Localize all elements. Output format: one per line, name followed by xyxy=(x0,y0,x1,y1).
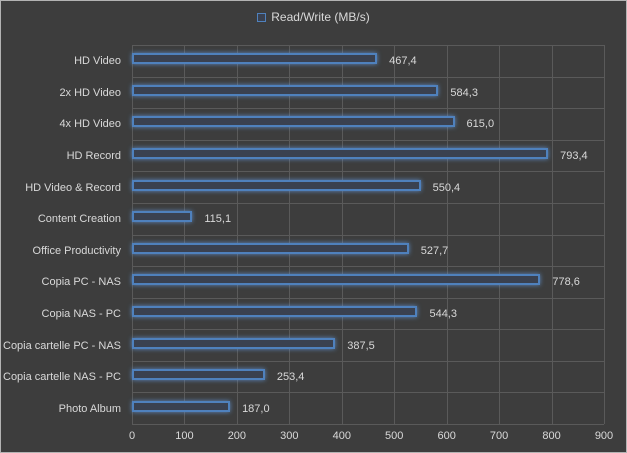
gridline-horizontal xyxy=(132,361,604,362)
category-label-copia-cartelle-nas-pc: Copia cartelle NAS - PC xyxy=(3,371,121,384)
gridline-horizontal xyxy=(132,424,604,425)
bar-hd-video xyxy=(132,53,378,65)
gridline-horizontal xyxy=(132,329,604,330)
category-label-hd-video: HD Video xyxy=(74,55,121,68)
plot-area: 467,4 584,3 615,0 793,4 550,4 115,1 527,7 778,6… xyxy=(132,45,605,425)
bar-4x-hd-video xyxy=(132,116,455,128)
gridline-horizontal xyxy=(132,266,604,267)
legend-swatch-icon xyxy=(257,12,267,22)
bar-hd-video-record xyxy=(132,179,421,191)
x-tick-label-800: 800 xyxy=(542,430,561,442)
bar-value-label: 253,4 xyxy=(276,371,305,384)
category-label-4x-hd-video: 4x HD Video xyxy=(59,118,121,131)
x-tick-label-700: 700 xyxy=(489,430,509,442)
gridline-horizontal xyxy=(132,203,604,204)
bar-value-label: 467,4 xyxy=(389,55,417,68)
gridline-horizontal xyxy=(132,298,604,299)
x-tick-label-200: 200 xyxy=(227,430,247,442)
bar-value-label: 793,4 xyxy=(560,150,588,163)
x-tick-label-100: 100 xyxy=(175,430,194,442)
category-label-copia-nas-pc: Copia NAS - PC xyxy=(41,307,121,320)
x-tick-label-400: 400 xyxy=(332,430,351,442)
gridline-horizontal xyxy=(132,171,604,172)
gridline-horizontal xyxy=(132,108,604,109)
gridline-horizontal xyxy=(132,235,604,236)
bar-value-label: 527,7 xyxy=(420,244,449,257)
bar-office-productivity xyxy=(132,242,409,254)
bar-copia-cartelle-nas-pc xyxy=(132,369,265,381)
category-label-content-creation: Content Creation xyxy=(37,213,121,226)
x-tick-label-900: 900 xyxy=(594,430,614,442)
gridline-vertical xyxy=(604,45,605,424)
bar-copia-pc-nas xyxy=(132,274,541,286)
bar-value-label: 387,5 xyxy=(347,339,375,352)
category-label-2x-hd-video: 2x HD Video xyxy=(59,86,121,99)
bar-content-creation xyxy=(132,211,193,223)
category-label-hd-record: HD Record xyxy=(66,150,121,163)
gridline-vertical xyxy=(132,45,133,424)
gridline-vertical xyxy=(551,45,553,424)
x-tick-label-600: 600 xyxy=(437,430,456,442)
legend: Read/Write (MB/s) xyxy=(1,10,626,24)
x-tick-label-0: 0 xyxy=(128,430,136,442)
gridline-vertical xyxy=(289,45,291,424)
bar-copia-cartelle-pc-nas xyxy=(132,337,336,349)
bar-value-label: 550,4 xyxy=(432,181,461,194)
bar-value-label: 584,3 xyxy=(450,86,478,99)
gridline-horizontal xyxy=(132,392,604,393)
bar-value-label: 778,6 xyxy=(552,276,580,289)
category-label-hd-video-record: HD Video & Record xyxy=(25,181,121,194)
bar-value-label: 615,0 xyxy=(466,118,495,131)
gridline-vertical xyxy=(184,45,186,424)
bar-value-label: 115,1 xyxy=(204,213,232,226)
category-label-photo-album: Photo Album xyxy=(58,402,121,415)
bar-hd-record xyxy=(132,148,549,160)
bar-2x-hd-video xyxy=(132,84,439,96)
x-tick-label-300: 300 xyxy=(280,430,299,442)
x-tick-label-500: 500 xyxy=(385,430,404,442)
bar-value-label: 187,0 xyxy=(242,402,270,415)
gridline-vertical xyxy=(394,45,396,424)
gridline-horizontal xyxy=(132,140,604,141)
bar-photo-album xyxy=(132,400,231,412)
gridline-horizontal xyxy=(132,77,604,78)
legend-label: Read/Write (MB/s) xyxy=(271,10,370,24)
bar-copia-nas-pc xyxy=(132,305,418,317)
category-label-office-productivity: Office Productivity xyxy=(32,244,121,257)
category-label-copia-pc-nas: Copia PC - NAS xyxy=(41,276,121,289)
gridline-vertical xyxy=(499,45,501,424)
category-label-copia-cartelle-pc-nas: Copia cartelle PC - NAS xyxy=(3,339,121,352)
bar-value-label: 544,3 xyxy=(429,307,457,320)
gridline-vertical xyxy=(446,45,448,424)
gridline-vertical xyxy=(236,45,238,424)
gridline-vertical xyxy=(341,45,343,424)
gridline-horizontal xyxy=(132,45,604,46)
